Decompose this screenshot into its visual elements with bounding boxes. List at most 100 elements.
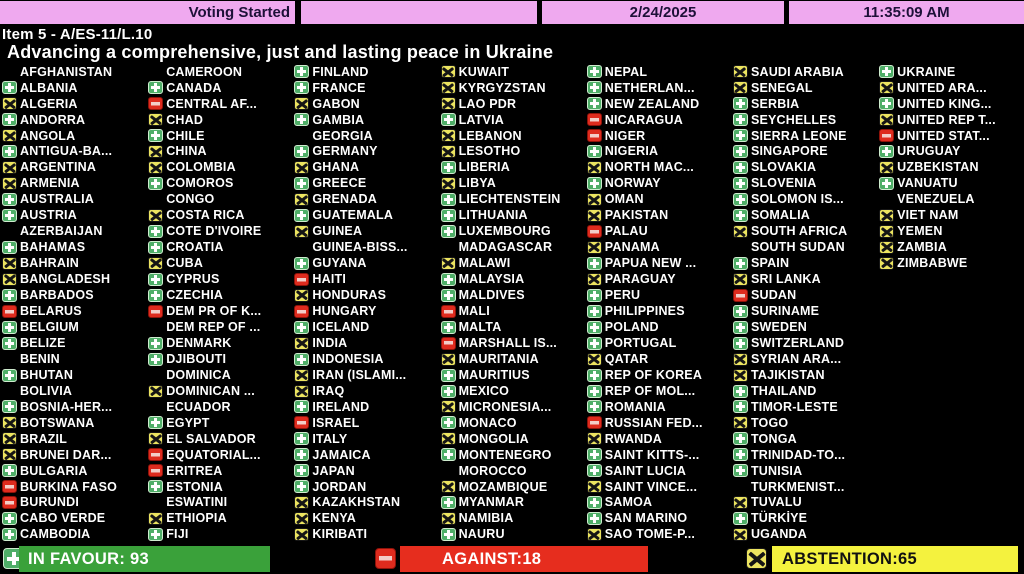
- vote-favour-icon: [879, 145, 895, 159]
- vote-favour-icon: [586, 65, 602, 79]
- country-row: LIECHTENSTEIN: [439, 192, 585, 208]
- country-name: BURKINA FASO: [20, 479, 118, 494]
- vote-abstain-icon: [2, 448, 17, 462]
- country-column: CAMEROON CANADA CENTRAL AF... CHAD CHILE CHIN…: [146, 64, 292, 543]
- country-row: PORTUGAL: [585, 335, 731, 351]
- country-name: UNITED ARA...: [897, 80, 987, 95]
- country-name: KYRGYZSTAN: [458, 80, 546, 95]
- country-row: BOSNIA-HER...: [0, 399, 146, 415]
- country-name: REP OF MOL...: [604, 383, 696, 398]
- country-name: SAUDI ARABIA: [750, 64, 844, 79]
- vote-time: 11:35:09 AM: [789, 1, 1024, 24]
- country-row: SAINT VINCE...: [585, 479, 731, 495]
- country-row: PARAGUAY: [585, 271, 731, 287]
- country-name: ARMENIA: [20, 176, 80, 191]
- country-row: DEM PR OF K...: [146, 303, 292, 319]
- vote-abstain-icon: [586, 528, 602, 542]
- country-row: SOUTH AFRICA: [731, 224, 877, 240]
- vote-favour-icon: [440, 416, 456, 430]
- country-row: COTE D'IVOIRE: [146, 224, 292, 240]
- vote-abstain-icon: [148, 384, 164, 398]
- vote-against-icon: [440, 304, 456, 318]
- country-row: URUGUAY: [877, 144, 1023, 160]
- vote-favour-icon: [148, 225, 164, 238]
- vote-abstain-icon: [2, 97, 17, 111]
- country-row: MYANMAR: [439, 495, 585, 511]
- country-row: EL SALVADOR: [146, 431, 292, 447]
- country-name: SAO TOME-P...: [604, 527, 696, 542]
- country-name: INDIA: [312, 335, 348, 350]
- vote-favour-icon: [2, 336, 17, 350]
- vote-favour-icon: [2, 193, 17, 207]
- country-row: RWANDA: [585, 431, 731, 447]
- vote-favour-icon: [732, 97, 748, 111]
- vote-favour-icon: [440, 448, 456, 462]
- country-row: CUBA: [146, 255, 292, 271]
- country-name: LIBYA: [458, 176, 496, 191]
- country-row: ANGOLA: [0, 128, 146, 144]
- vote-favour-icon: [586, 336, 602, 350]
- vote-favour-icon: [148, 272, 164, 286]
- country-name: MONTENEGRO: [458, 447, 552, 462]
- vote-against-icon: [586, 416, 602, 430]
- country-row: POLAND: [585, 319, 731, 335]
- country-name: TURKMENIST...: [750, 479, 845, 494]
- country-name: SWEDEN: [750, 319, 808, 334]
- vote-abstain-icon: [732, 81, 748, 95]
- country-row: INDIA: [292, 335, 438, 351]
- vote-abstain-icon: [586, 432, 602, 446]
- country-row: EGYPT: [146, 415, 292, 431]
- country-row: COMOROS: [146, 176, 292, 192]
- country-row: GUATEMALA: [292, 208, 438, 224]
- vote-favour-icon: [2, 209, 17, 223]
- vote-favour-icon: [440, 161, 456, 175]
- country-row: INDONESIA: [292, 351, 438, 367]
- country-row: NEW ZEALAND: [585, 96, 731, 112]
- country-name: PANAMA: [604, 240, 660, 255]
- vote-favour-icon: [440, 368, 456, 382]
- vote-favour-icon: [148, 129, 164, 143]
- country-name: AUSTRIA: [20, 208, 77, 223]
- country-row: BARBADOS: [0, 287, 146, 303]
- country-name: CONGO: [166, 192, 215, 207]
- country-name: MONGOLIA: [458, 431, 529, 446]
- country-column: FINLAND FRANCE GABON GAMBIA GEORGIA GERMANY GH…: [292, 64, 438, 543]
- country-row: CROATIA: [146, 239, 292, 255]
- vote-favour-icon: [586, 400, 602, 414]
- country-name: SEYCHELLES: [750, 112, 837, 127]
- country-name: GUATEMALA: [312, 208, 394, 223]
- vote-abstain-icon: [294, 528, 310, 542]
- vote-favour-icon: [586, 512, 602, 526]
- country-row: AUSTRALIA: [0, 192, 146, 208]
- vote-abstain-icon: [440, 81, 456, 95]
- country-row: JAMAICA: [292, 447, 438, 463]
- country-row: HUNGARY: [292, 303, 438, 319]
- vote-favour-icon: [586, 304, 602, 318]
- vote-abstain-icon: [732, 496, 748, 510]
- country-row: CANADA: [146, 80, 292, 96]
- country-row: SAN MARINO: [585, 511, 731, 527]
- country-row: MADAGASCAR: [439, 239, 585, 255]
- country-name: NEW ZEALAND: [604, 96, 700, 111]
- country-name: UKRAINE: [897, 64, 956, 79]
- country-name: CROATIA: [166, 240, 224, 255]
- vote-favour-icon: [879, 97, 895, 111]
- country-name: BAHAMAS: [20, 240, 86, 255]
- vote-favour-icon: [440, 209, 456, 223]
- vote-abstain-icon: [440, 145, 456, 159]
- vote-favour-icon: [586, 145, 602, 159]
- country-name: RWANDA: [604, 431, 662, 446]
- country-row: MEXICO: [439, 383, 585, 399]
- country-column: KUWAIT KYRGYZSTAN LAO PDR LATVIA LEBANON LESO…: [439, 64, 585, 543]
- resolution-subject: Advancing a comprehensive, just and last…: [7, 42, 554, 62]
- vote-against-icon: [440, 336, 456, 350]
- country-row: SYRIAN ARA...: [731, 351, 877, 367]
- country-row: SAMOA: [585, 495, 731, 511]
- country-name: ECUADOR: [166, 399, 231, 414]
- country-row: GERMANY: [292, 144, 438, 160]
- country-row: SAO TOME-P...: [585, 527, 731, 543]
- vote-favour-icon: [2, 113, 17, 127]
- country-name: DEM REP OF ...: [166, 319, 261, 334]
- country-name: AFGHANISTAN: [20, 64, 113, 79]
- country-row: ETHIOPIA: [146, 511, 292, 527]
